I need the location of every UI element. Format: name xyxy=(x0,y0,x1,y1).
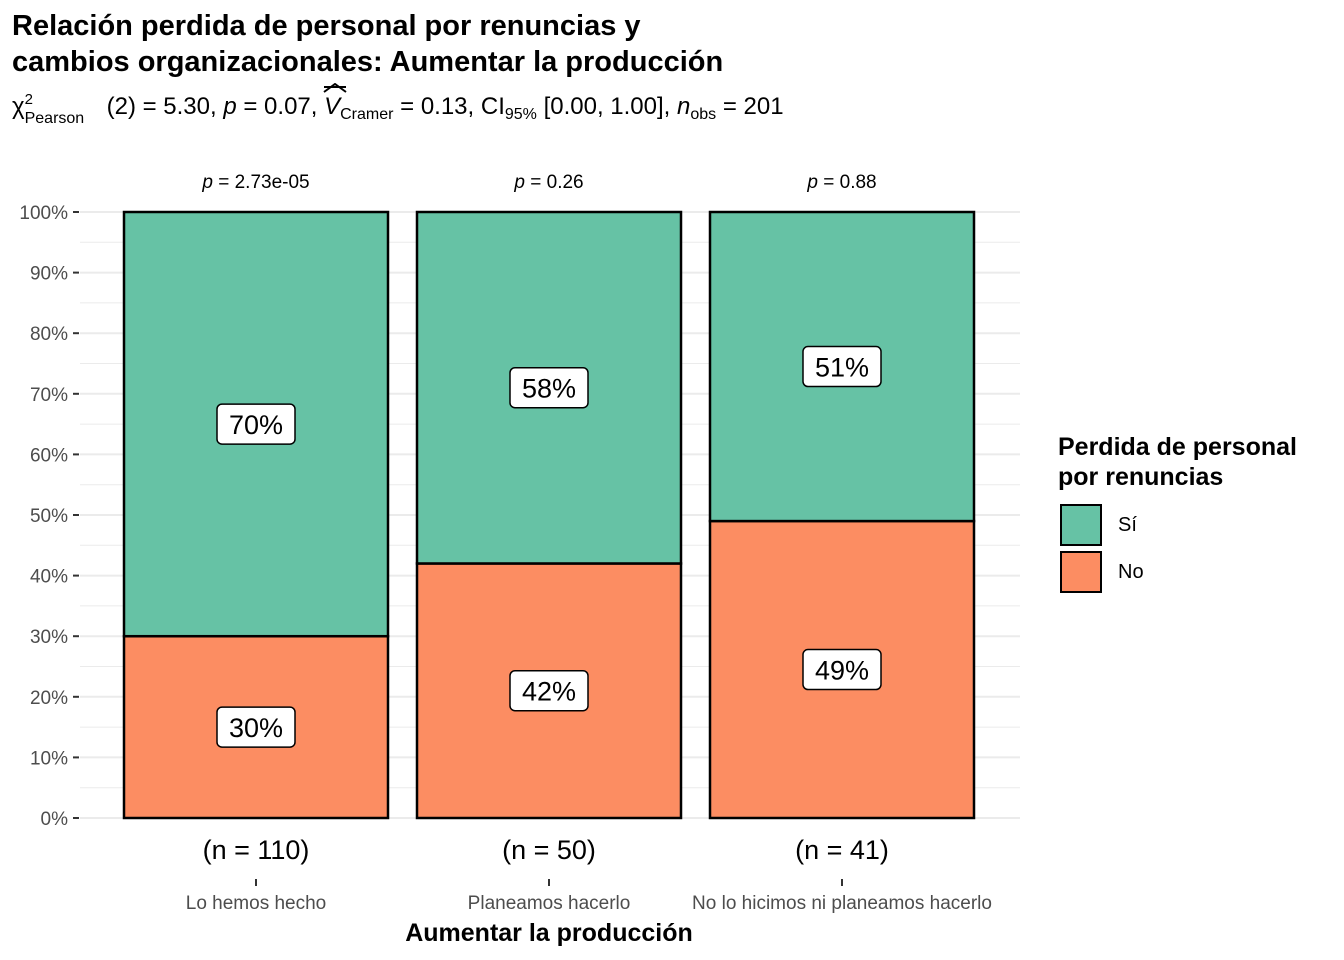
y-tick-label: 80% xyxy=(30,324,68,345)
sample-size-label: (n = 41) xyxy=(795,835,889,865)
data-label-group: 30% xyxy=(216,706,296,748)
chi-superscript: 2 xyxy=(24,91,33,108)
data-label: 70% xyxy=(229,410,283,440)
y-tick-label: 60% xyxy=(30,445,68,466)
data-label-group: 58% xyxy=(509,366,589,409)
sample-size-label: (n = 110) xyxy=(203,835,310,865)
y-tick-label: 30% xyxy=(30,627,68,648)
legend-label-no: No xyxy=(1118,560,1144,583)
n-text: = 201 xyxy=(716,93,784,120)
df-text: (2) = 5.30, xyxy=(106,93,224,120)
chart-subtitle: χ 2 Pearson (2) = 5.30, p = 0.07, VCramer =… xyxy=(12,83,784,130)
p-value-label: p = 0.26 xyxy=(513,172,583,193)
x-axis-title: Aumentar la producción xyxy=(405,919,693,947)
legend-title-line-1: Perdida de personal xyxy=(1058,433,1297,461)
chi-subscript: Pearson xyxy=(24,110,85,127)
legend-label-si: Sí xyxy=(1118,513,1137,536)
y-tick-label: 70% xyxy=(30,385,68,406)
data-label-box xyxy=(802,648,882,691)
data-label-group: 51% xyxy=(802,345,882,388)
data-label: 30% xyxy=(229,713,283,743)
v-subscript: Cramer xyxy=(340,106,394,123)
ci-subscript: 95% xyxy=(504,106,537,123)
p-symbol: p xyxy=(223,93,237,120)
data-label-group: 70% xyxy=(216,403,296,445)
chart-title-line-1: Relación perdida de personal por renunci… xyxy=(12,10,641,42)
data-label-group: 42% xyxy=(509,669,589,712)
x-tick-label: Planeamos hacerlo xyxy=(468,893,631,914)
p-value-label: p = 2.73e-05 xyxy=(201,172,309,193)
legend-title: Perdida de personal por renuncias xyxy=(1058,432,1297,492)
chi-symbol: χ xyxy=(12,93,25,120)
data-label-box xyxy=(802,345,882,388)
data-label-box xyxy=(509,366,589,409)
legend-key-no xyxy=(1060,551,1102,593)
y-tick-label: 10% xyxy=(30,748,68,769)
v-text: = 0.13, CI xyxy=(393,93,505,120)
y-tick-label: 100% xyxy=(19,203,68,224)
y-tick-label: 0% xyxy=(41,809,69,830)
data-label-box xyxy=(216,706,296,748)
sample-size-label: (n = 50) xyxy=(502,835,596,865)
p-value-label: p = 0.88 xyxy=(806,172,876,193)
data-label-box xyxy=(216,403,296,445)
data-label: 42% xyxy=(522,677,576,707)
p-text: = 0.07, xyxy=(236,93,325,120)
data-label-box xyxy=(509,669,589,712)
legend-title-line-2: por renuncias xyxy=(1058,463,1224,491)
v-symbol: V xyxy=(324,93,341,120)
x-tick-label: Lo hemos hecho xyxy=(186,893,327,914)
data-label: 51% xyxy=(815,353,869,383)
hat-icon xyxy=(323,83,347,93)
data-label: 58% xyxy=(522,374,576,404)
data-label-group: 49% xyxy=(802,648,882,691)
x-tick-label: No lo hicimos ni planeamos hacerlo xyxy=(692,893,992,914)
y-tick-label: 20% xyxy=(30,688,68,709)
chart-title-line-2: cambios organizacionales: Aumentar la pr… xyxy=(12,46,724,78)
n-symbol: n xyxy=(677,93,691,120)
data-label: 49% xyxy=(815,656,869,686)
legend-item-si: Sí xyxy=(1060,504,1137,546)
y-tick-label: 40% xyxy=(30,567,68,588)
legend-item-no: No xyxy=(1060,551,1144,593)
n-subscript: obs xyxy=(690,106,717,123)
chart-title: Relación perdida de personal por renunci… xyxy=(12,8,723,80)
ci-text: [0.00, 1.00], xyxy=(536,93,678,120)
y-tick-label: 90% xyxy=(30,264,68,285)
y-tick-label: 50% xyxy=(30,506,68,527)
legend-key-si xyxy=(1060,504,1102,546)
